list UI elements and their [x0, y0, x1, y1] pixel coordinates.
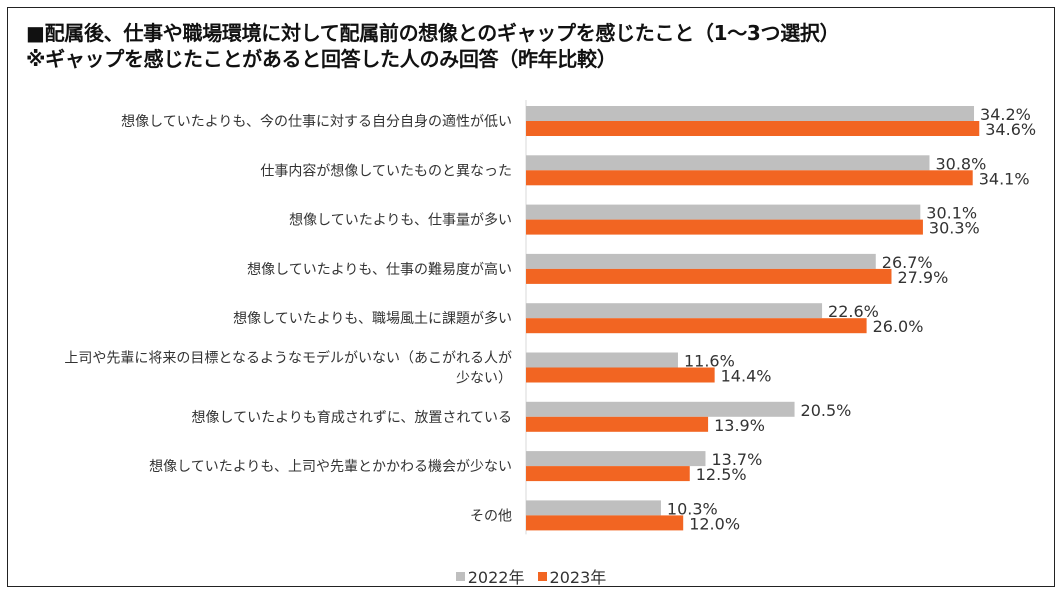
bar-2023: [526, 268, 892, 284]
bar-2022: [526, 451, 706, 467]
data-label-2023: 30.3%: [929, 219, 980, 238]
data-label-2022: 30.8%: [935, 154, 986, 173]
category-label-line: 想像していたよりも、仕事の難易度が高い: [247, 261, 512, 278]
data-label-2022: 22.6%: [828, 302, 879, 321]
bar-2023: [526, 219, 923, 235]
data-label-2023: 34.6%: [985, 120, 1036, 139]
legend-label-2022: 2022年: [467, 568, 525, 587]
bar-2022: [526, 106, 975, 121]
data-label-2022: 13.7%: [711, 450, 762, 469]
data-label-2022: 30.1%: [926, 204, 977, 223]
category-label-line: 想像していたよりも、仕事量が多い: [289, 212, 512, 229]
data-label-2022: 20.5%: [801, 401, 852, 420]
bar-2022: [526, 401, 795, 417]
data-label-2023: 14.4%: [721, 367, 772, 386]
data-label-2023: 13.9%: [714, 416, 765, 435]
bar-2023: [526, 367, 715, 383]
bar-2022: [526, 253, 876, 269]
category-label: 上司や先輩に将来の目標となるようなモデルがいない（あこがれる人が少ない）: [64, 350, 512, 387]
category-label: 想像していたよりも育成されずに、放置されている: [192, 410, 512, 426]
category-label-line: 仕事内容が想像していたものと異なった: [260, 162, 512, 179]
bar-2023: [526, 121, 980, 136]
legend-swatch-2023: [537, 571, 547, 581]
bar-2022: [526, 500, 661, 516]
data-label-2023: 34.1%: [979, 169, 1030, 188]
chart-title: ■配属後、仕事や職場環境に対して配属前の想像とのギャップを感じたこと（1～3つ選…: [26, 21, 840, 45]
category-label-line: 想像していたよりも育成されずに、放置されている: [192, 410, 512, 426]
legend-swatch-2022: [455, 571, 465, 581]
chart-subtitle: ※ギャップを感じたことがあると回答した人のみ回答（昨年比較）: [26, 47, 617, 71]
data-label-2022: 26.7%: [882, 253, 933, 272]
bar-2022: [526, 352, 678, 368]
legend-item-2022: 2022年: [455, 564, 525, 588]
category-label-line: その他: [470, 508, 512, 524]
data-label-2023: 12.5%: [696, 465, 747, 484]
category-label-line: 少ない）: [456, 371, 512, 387]
bar-2022: [526, 204, 921, 220]
bar-2023: [526, 170, 973, 186]
category-label-line: 想像していたよりも、上司や先輩とかかわる機会が少ない: [149, 459, 512, 475]
bar-2023: [526, 515, 684, 531]
data-label-2023: 27.9%: [897, 268, 948, 287]
category-label: 想像していたよりも、今の仕事に対する自分自身の適性が低い: [121, 113, 512, 130]
data-label-2022: 11.6%: [684, 352, 735, 371]
category-label-line: 想像していたよりも、今の仕事に対する自分自身の適性が低い: [121, 113, 512, 130]
category-label-line: 上司や先輩に将来の目標となるようなモデルがいない（あこがれる人が: [64, 350, 512, 367]
category-label: 想像していたよりも、上司や先輩とかかわる機会が少ない: [149, 459, 512, 475]
bar-2023: [526, 466, 690, 482]
bar-2023: [526, 318, 867, 334]
legend-label-2023: 2023年: [549, 568, 607, 587]
category-label: 想像していたよりも、職場風土に課題が多い: [233, 310, 512, 327]
data-label-2022: 34.2%: [980, 105, 1031, 124]
legend-item-2023: 2023年: [537, 564, 607, 588]
category-label: その他: [470, 508, 512, 524]
legend: 2022年 2023年: [0, 564, 1062, 588]
data-label-2023: 12.0%: [689, 514, 740, 533]
category-label: 想像していたよりも、仕事量が多い: [289, 212, 512, 229]
bar-2022: [526, 155, 930, 171]
category-label: 想像していたよりも、仕事の難易度が高い: [247, 261, 512, 278]
chart-frame: [7, 7, 1055, 587]
category-label: 仕事内容が想像していたものと異なった: [260, 162, 512, 179]
bar-2022: [526, 303, 823, 319]
category-label-line: 想像していたよりも、職場風土に課題が多い: [233, 310, 512, 327]
data-label-2023: 26.0%: [873, 317, 924, 336]
bar-2023: [526, 416, 709, 432]
data-label-2022: 10.3%: [667, 499, 718, 518]
